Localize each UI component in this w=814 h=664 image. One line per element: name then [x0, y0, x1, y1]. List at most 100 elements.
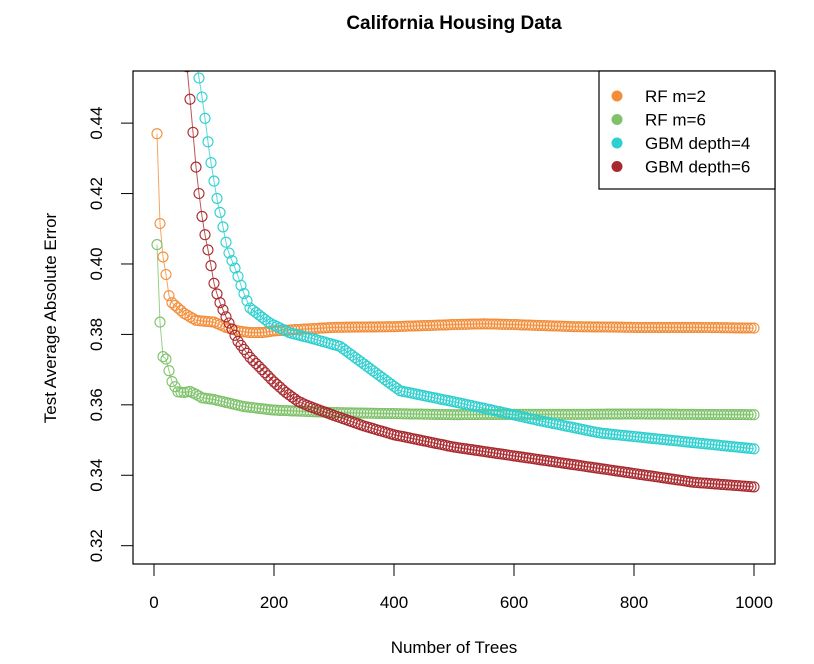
data-point — [466, 318, 478, 330]
data-point — [556, 320, 568, 332]
data-point — [499, 318, 511, 330]
data-point — [406, 408, 418, 420]
data-point — [352, 321, 364, 333]
data-point — [709, 439, 721, 451]
data-point — [595, 321, 607, 333]
data-point — [163, 290, 175, 302]
data-point — [697, 321, 709, 334]
data-point — [451, 409, 463, 421]
data-point — [643, 321, 655, 333]
data-point — [472, 318, 484, 330]
data-point — [199, 229, 211, 241]
data-point — [568, 408, 580, 420]
data-point — [724, 409, 736, 421]
series-gbm-depth-6 — [179, 30, 760, 493]
data-point — [748, 481, 760, 493]
data-point — [196, 210, 208, 222]
data-point — [568, 321, 580, 333]
data-point — [667, 434, 679, 447]
data-point — [445, 319, 457, 331]
data-point — [613, 408, 625, 420]
data-point — [709, 322, 721, 334]
data-point — [193, 72, 205, 84]
data-point — [721, 408, 733, 421]
data-point — [691, 476, 703, 489]
data-point — [448, 409, 460, 421]
data-point — [190, 161, 202, 173]
data-point — [439, 319, 451, 331]
data-point — [268, 404, 280, 416]
data-point — [727, 409, 739, 421]
data-point — [640, 321, 652, 333]
data-point — [631, 431, 643, 443]
data-point — [340, 321, 352, 333]
data-point — [193, 187, 205, 200]
data-point — [706, 408, 718, 420]
data-point — [556, 408, 568, 420]
data-point — [427, 408, 439, 420]
data-point — [580, 408, 592, 420]
data-point — [487, 318, 499, 330]
data-point — [625, 430, 637, 442]
data-point — [550, 320, 562, 332]
data-point — [454, 318, 466, 330]
data-point — [394, 320, 406, 332]
data-point — [511, 319, 523, 331]
data-point — [670, 321, 682, 333]
data-point — [370, 407, 382, 419]
data-point — [604, 408, 616, 420]
data-point — [616, 429, 628, 441]
data-point — [709, 408, 721, 421]
data-point — [679, 321, 691, 333]
data-point — [685, 321, 697, 333]
data-point — [742, 409, 754, 421]
data-point — [382, 407, 394, 420]
data-point — [412, 408, 424, 420]
data-point — [697, 438, 709, 450]
data-point — [262, 316, 274, 328]
data-point — [700, 477, 712, 489]
data-point — [179, 30, 189, 40]
data-point — [700, 321, 712, 334]
x-tick-label: 600 — [500, 593, 528, 612]
data-point — [730, 441, 742, 453]
data-point — [637, 321, 649, 333]
data-point — [580, 321, 592, 333]
data-point — [391, 408, 403, 420]
data-point — [424, 408, 436, 420]
data-point — [748, 409, 760, 421]
data-point — [481, 318, 493, 330]
x-tick-label: 0 — [149, 593, 158, 612]
data-point — [694, 437, 706, 449]
data-point — [196, 315, 208, 327]
data-point — [244, 351, 256, 363]
data-point — [631, 321, 643, 333]
data-point — [457, 318, 469, 330]
data-point — [409, 320, 421, 332]
data-point — [493, 318, 505, 330]
data-point — [589, 321, 601, 333]
data-point — [181, 309, 193, 321]
data-point — [691, 321, 703, 333]
data-point — [643, 408, 655, 420]
data-point — [478, 318, 490, 330]
data-point — [592, 321, 604, 333]
y-tick-label: 0.42 — [87, 177, 106, 210]
data-point — [520, 319, 532, 331]
data-point — [442, 319, 454, 331]
data-point — [157, 351, 169, 363]
data-point — [250, 327, 262, 339]
data-point — [472, 409, 484, 421]
data-point — [631, 408, 643, 420]
data-point — [601, 321, 613, 333]
data-point — [688, 437, 700, 449]
data-point — [715, 322, 727, 334]
data-point — [385, 408, 397, 420]
data-point — [241, 295, 253, 307]
data-point — [655, 321, 667, 333]
data-point — [694, 477, 706, 489]
data-point — [664, 434, 676, 446]
data-point — [391, 321, 403, 333]
data-point — [598, 427, 610, 439]
data-point — [298, 323, 310, 335]
